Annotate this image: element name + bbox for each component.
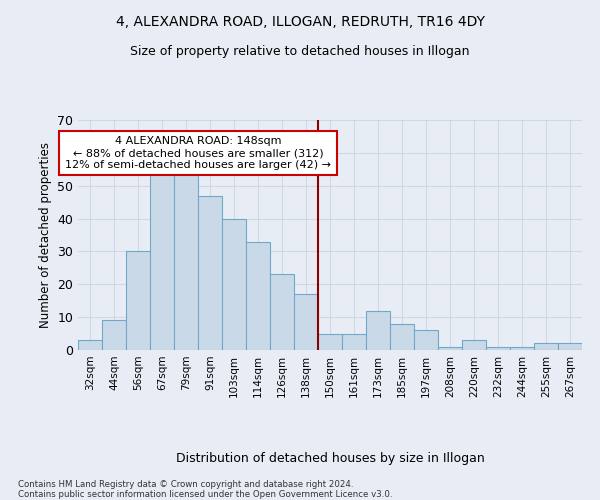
Bar: [558, 344, 582, 350]
Bar: [78, 340, 102, 350]
Bar: [414, 330, 438, 350]
Bar: [222, 218, 246, 350]
Text: 4 ALEXANDRA ROAD: 148sqm
← 88% of detached houses are smaller (312)
12% of semi-: 4 ALEXANDRA ROAD: 148sqm ← 88% of detach…: [65, 136, 331, 170]
Bar: [438, 346, 462, 350]
Text: Distribution of detached houses by size in Illogan: Distribution of detached houses by size …: [176, 452, 484, 465]
Bar: [318, 334, 342, 350]
Bar: [174, 162, 198, 350]
Bar: [150, 166, 174, 350]
Bar: [534, 344, 558, 350]
Bar: [270, 274, 294, 350]
Y-axis label: Number of detached properties: Number of detached properties: [38, 142, 52, 328]
Bar: [246, 242, 270, 350]
Bar: [126, 252, 150, 350]
Bar: [510, 346, 534, 350]
Bar: [366, 310, 390, 350]
Text: 4, ALEXANDRA ROAD, ILLOGAN, REDRUTH, TR16 4DY: 4, ALEXANDRA ROAD, ILLOGAN, REDRUTH, TR1…: [115, 15, 485, 29]
Bar: [462, 340, 486, 350]
Bar: [342, 334, 366, 350]
Text: Contains public sector information licensed under the Open Government Licence v3: Contains public sector information licen…: [18, 490, 392, 499]
Bar: [390, 324, 414, 350]
Text: Contains HM Land Registry data © Crown copyright and database right 2024.: Contains HM Land Registry data © Crown c…: [18, 480, 353, 489]
Text: Size of property relative to detached houses in Illogan: Size of property relative to detached ho…: [130, 45, 470, 58]
Bar: [486, 346, 510, 350]
Bar: [102, 320, 126, 350]
Bar: [198, 196, 222, 350]
Bar: [294, 294, 318, 350]
